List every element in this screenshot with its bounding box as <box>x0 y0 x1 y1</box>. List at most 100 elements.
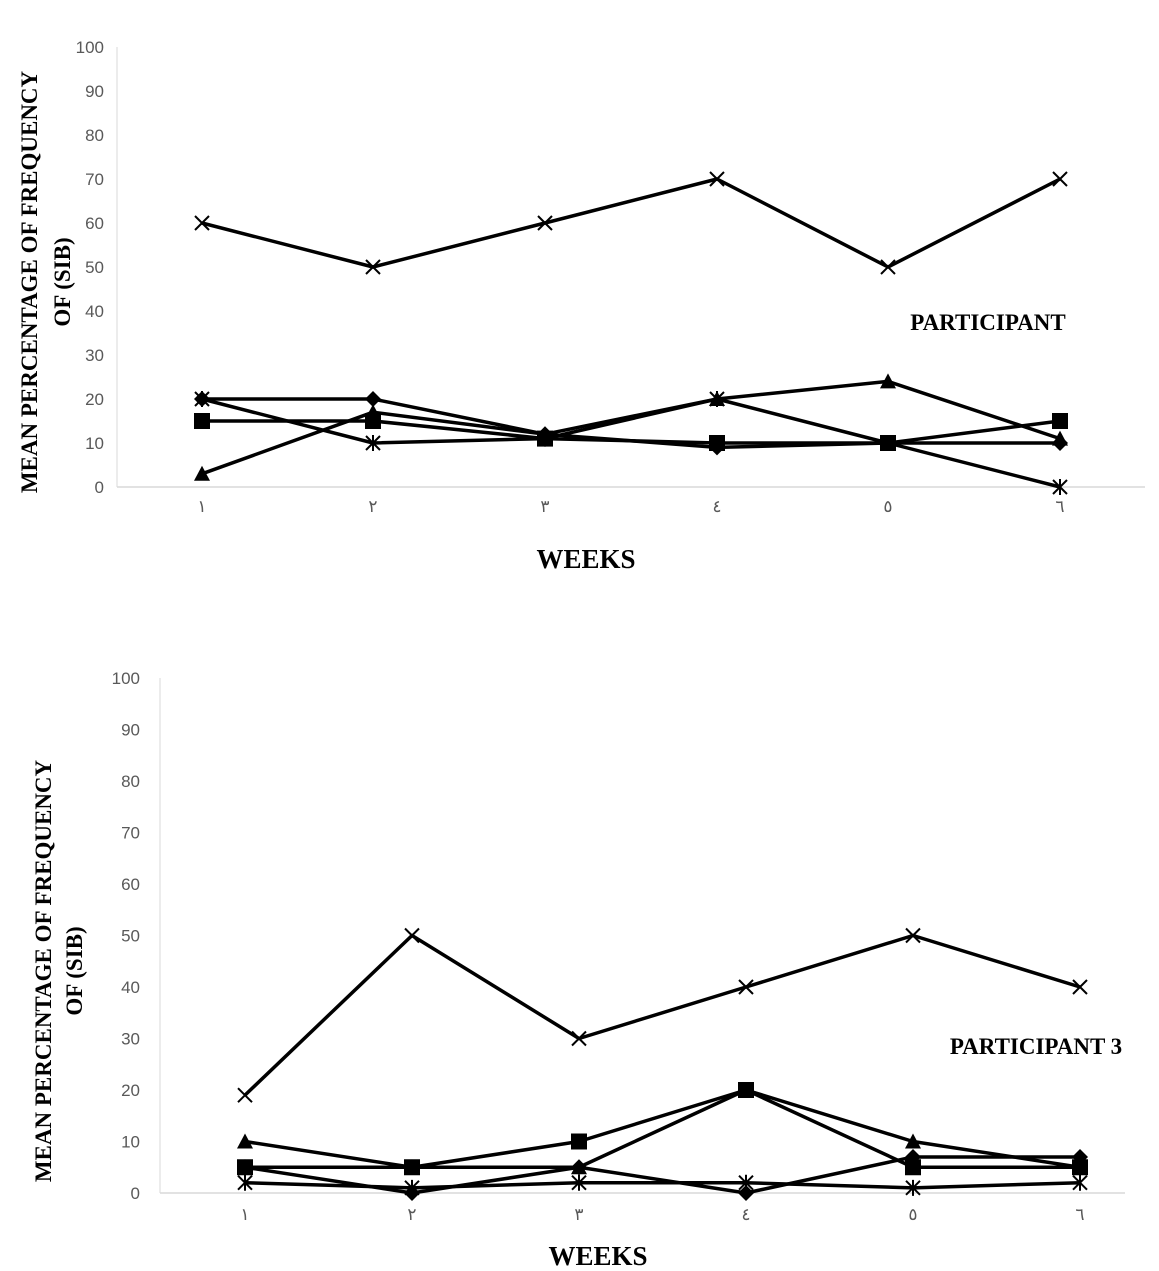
y-tick-label: 10 <box>121 1133 140 1152</box>
y-tick-label: 60 <box>85 214 104 233</box>
y-tick-label: 80 <box>121 772 140 791</box>
data-point-x <box>738 979 754 995</box>
data-point-triangle <box>1072 1159 1088 1175</box>
data-point-triangle <box>738 1082 754 1097</box>
series-group <box>237 927 1088 1201</box>
series-line-triangle <box>201 379 1061 476</box>
y-tick-label: 70 <box>85 170 104 189</box>
data-point-triangle <box>365 404 381 420</box>
y-tick-label: 50 <box>121 927 140 946</box>
y-tick-label: 0 <box>95 478 104 497</box>
x-axis-title: WEEKS <box>536 544 635 574</box>
data-point-triangle <box>1052 430 1068 446</box>
y-tick-labels: 0 10 20 30 40 50 60 70 80 90 100 <box>112 669 140 1203</box>
y-tick-label: 20 <box>85 390 104 409</box>
data-point-square <box>237 1159 253 1176</box>
data-point-triangle <box>905 1133 921 1149</box>
data-point-asterisk <box>194 391 210 407</box>
chart-participant-3: 0 10 20 30 40 50 60 70 80 90 100 ١ ٢ ٣ ٤ ٥ ٦ WEEKS MEAN… <box>31 669 1125 1271</box>
data-point-x <box>709 171 725 187</box>
y-tick-label: 80 <box>85 126 104 145</box>
x-tick-label: ٣ <box>540 497 549 516</box>
data-point-square <box>1052 413 1068 429</box>
y-tick-label: 100 <box>112 669 140 688</box>
y-tick-label: 40 <box>85 302 104 321</box>
data-point-x <box>194 215 210 231</box>
series-line-asterisk <box>201 397 1061 489</box>
series-line-asterisk <box>244 1180 1081 1190</box>
x-tick-label: ١ <box>197 497 206 516</box>
y-axis-title-line-1: MEAN PERCENTAGE OF FREQUENCY <box>17 70 42 493</box>
data-point-square <box>194 413 210 429</box>
data-point-asterisk <box>709 391 725 407</box>
x-axis-title: WEEKS <box>548 1241 647 1271</box>
data-point-triangle <box>880 373 896 389</box>
data-point-x <box>537 215 553 231</box>
y-tick-label: 20 <box>121 1081 140 1100</box>
x-tick-label: ٣ <box>574 1205 583 1224</box>
data-point-asterisk <box>905 1179 921 1196</box>
x-tick-label: ٦ <box>1055 497 1064 516</box>
data-point-asterisk <box>365 435 381 451</box>
x-tick-label: ٢ <box>368 497 377 516</box>
y-axis-title-line-2: OF (SIB) <box>62 926 87 1015</box>
y-tick-label: 90 <box>121 721 140 740</box>
series-line-triangle <box>244 1088 1081 1169</box>
x-tick-label: ٦ <box>1075 1205 1084 1224</box>
y-tick-label: 40 <box>121 978 140 997</box>
y-tick-label: 90 <box>85 82 104 101</box>
data-point-asterisk <box>1052 479 1068 495</box>
data-point-x <box>1072 979 1088 995</box>
y-tick-label: 10 <box>85 434 104 453</box>
y-tick-label: 60 <box>121 875 140 894</box>
x-tick-labels: ١ ٢ ٣ ٤ ٥ ٦ <box>197 497 1064 516</box>
data-point-asterisk <box>738 1174 754 1191</box>
x-tick-label: ٥ <box>883 497 892 516</box>
data-point-square <box>571 1133 587 1150</box>
y-tick-labels: 0 10 20 30 40 50 60 70 80 90 100 <box>76 38 104 497</box>
y-tick-label: 30 <box>85 346 104 365</box>
data-point-asterisk <box>880 435 896 451</box>
chart-participant: 0 10 20 30 40 50 60 70 80 90 100 ١ ٢ ٣ ٤ ٥ ٦ WEEKS MEAN… <box>17 38 1145 574</box>
data-point-asterisk <box>1072 1174 1088 1191</box>
x-tick-label: ٤ <box>712 497 721 516</box>
y-axis-title-line-1: MEAN PERCENTAGE OF FREQUENCY <box>31 759 56 1182</box>
y-tick-label: 0 <box>131 1184 140 1203</box>
data-point-x <box>571 1030 587 1047</box>
x-tick-label: ٤ <box>741 1205 750 1224</box>
x-tick-label: ٢ <box>407 1205 416 1224</box>
participant-label: PARTICIPANT <box>910 310 1066 335</box>
x-tick-label: ١ <box>240 1205 249 1224</box>
data-point-triangle <box>571 1159 587 1175</box>
y-tick-label: 70 <box>121 824 140 843</box>
data-point-square <box>905 1159 921 1176</box>
series-group <box>194 171 1068 495</box>
participant-3-label: PARTICIPANT 3 <box>950 1034 1122 1059</box>
series-line-x <box>201 177 1061 269</box>
data-point-x <box>404 927 420 944</box>
data-point-triangle <box>237 1133 253 1149</box>
data-point-triangle <box>404 1159 420 1175</box>
data-point-asterisk <box>404 1179 420 1196</box>
data-point-x <box>905 927 921 944</box>
data-point-diamond <box>738 1185 754 1201</box>
data-point-x <box>1052 171 1068 187</box>
x-tick-labels: ١ ٢ ٣ ٤ ٥ ٦ <box>240 1205 1084 1224</box>
data-point-square <box>709 435 725 451</box>
data-point-x <box>880 259 896 275</box>
data-point-triangle <box>194 465 210 481</box>
y-tick-label: 30 <box>121 1030 140 1049</box>
data-point-diamond <box>365 391 381 407</box>
data-point-asterisk <box>237 1174 253 1191</box>
x-tick-label: ٥ <box>908 1205 917 1224</box>
y-tick-label: 50 <box>85 258 104 277</box>
data-point-asterisk <box>537 430 553 447</box>
data-point-asterisk <box>571 1174 587 1191</box>
data-point-x <box>365 259 381 275</box>
y-axis-title-line-2: OF (SIB) <box>50 237 75 326</box>
y-tick-label: 100 <box>76 38 104 57</box>
series-line-square <box>245 1088 1080 1169</box>
series-line-x <box>243 933 1081 1097</box>
data-point-x <box>237 1087 253 1103</box>
